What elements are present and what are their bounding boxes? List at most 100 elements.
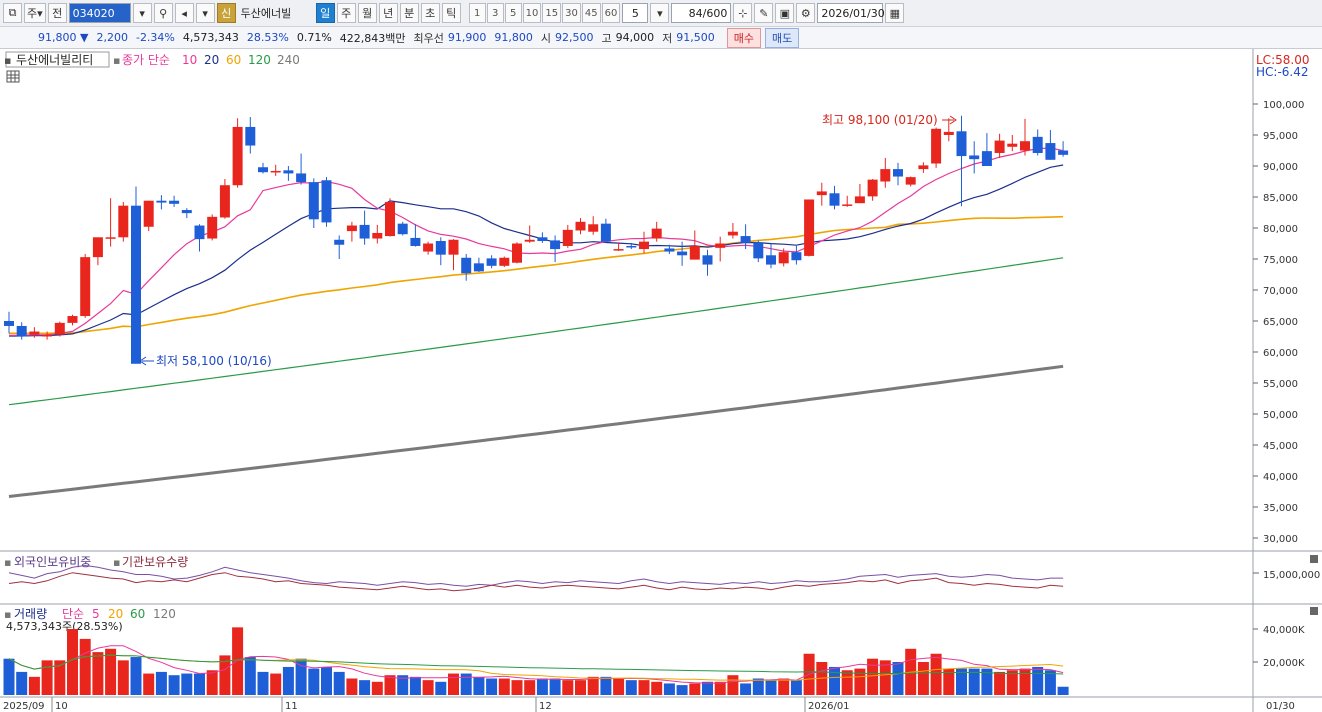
- table-icon[interactable]: [6, 70, 20, 83]
- volume-panel: ▪ 거래량 단순 5 20 60 120 4,573,343주(28.53%) …: [3, 607, 1318, 695]
- high-annotation: 최고 98,100 (01/20): [822, 113, 957, 127]
- price-chart[interactable]: ▪ 두산에너빌리티 ▪ 종가 단순 10 20 60 120 240 LC:58…: [0, 49, 1322, 712]
- period-tab-3[interactable]: 년: [378, 3, 398, 23]
- high-price: 94,000: [615, 31, 655, 44]
- window-icon[interactable]: ⧉: [3, 3, 22, 23]
- interval-dropdown-icon[interactable]: ▾: [650, 3, 670, 23]
- save-icon[interactable]: ▣: [775, 3, 795, 23]
- candle-body: [804, 199, 815, 256]
- speaker-dropdown-icon[interactable]: ▾: [195, 3, 215, 23]
- period-tab-1[interactable]: 주: [336, 3, 356, 23]
- period-tab-2[interactable]: 월: [357, 3, 377, 23]
- period-tab-5[interactable]: 초: [420, 3, 440, 23]
- candle-body: [600, 223, 611, 242]
- interval-buttons: 1 3 5 10 15 30 45 60: [468, 3, 621, 23]
- period-tab-4[interactable]: 분: [399, 3, 419, 23]
- volume-bar: [765, 680, 777, 695]
- candle-body: [156, 200, 167, 203]
- interval-input[interactable]: 5: [622, 3, 649, 23]
- lc-value: LC:58.00: [1256, 53, 1309, 67]
- sell-button[interactable]: 매도: [765, 27, 800, 48]
- search-icon[interactable]: ⚲: [153, 3, 173, 23]
- candle-body: [994, 140, 1005, 153]
- volume-collapse-icon[interactable]: [1310, 607, 1318, 615]
- volume-bar: [841, 670, 853, 695]
- period-tab-6[interactable]: 틱: [441, 3, 461, 23]
- period-tab-0[interactable]: 일: [315, 3, 335, 23]
- code-dropdown-icon[interactable]: ▾: [132, 3, 152, 23]
- volume-bar: [981, 668, 993, 695]
- y-tick-label: 100,000: [1263, 100, 1304, 111]
- gear-icon[interactable]: ⚙: [796, 3, 816, 23]
- volume-bar: [409, 676, 421, 695]
- stock-name: 두산에너빌: [240, 7, 292, 20]
- volume-bar: [92, 652, 104, 695]
- hc-value: HC:-6.42: [1256, 65, 1309, 79]
- candle-body: [588, 224, 599, 232]
- inst-marker: ▪: [113, 556, 120, 569]
- crosshair-icon[interactable]: ⊹: [733, 3, 753, 23]
- volume-bar: [867, 658, 879, 695]
- new-badge: 신: [216, 3, 236, 23]
- speaker-icon[interactable]: ◂: [174, 3, 194, 23]
- interval-button-4[interactable]: 15: [542, 3, 562, 23]
- interval-button-2[interactable]: 5: [504, 3, 522, 23]
- interval-button-0[interactable]: 1: [468, 3, 486, 23]
- interval-button-5[interactable]: 30: [562, 3, 581, 23]
- volume-bar: [384, 675, 396, 695]
- volume-bar: [854, 668, 866, 695]
- buy-button[interactable]: 매수: [726, 27, 762, 48]
- y-tick-label: 30,000: [1263, 534, 1298, 545]
- volume-ma120: 120: [153, 607, 176, 621]
- candle-body: [651, 228, 662, 239]
- x-label-jan: 2026/01: [808, 701, 850, 712]
- candle-body: [575, 221, 586, 231]
- volume-bar: [219, 655, 231, 695]
- y-tick-label: 75,000: [1263, 255, 1298, 266]
- low-arrow-icon: [139, 356, 154, 366]
- ma10-line: [9, 147, 1064, 336]
- draw-tool-icon[interactable]: ✎: [754, 3, 774, 23]
- candle-body: [905, 177, 916, 185]
- candle-body: [562, 229, 573, 246]
- candle-body: [486, 258, 497, 266]
- volume-bar: [295, 658, 307, 695]
- volume-ma20: 20: [108, 607, 123, 621]
- interval-button-7[interactable]: 60: [601, 3, 621, 23]
- candle-body: [435, 241, 446, 255]
- candle-body: [702, 255, 713, 265]
- panel-collapse-icon[interactable]: [1310, 555, 1318, 563]
- x-label-nov: 11: [285, 701, 298, 712]
- volume-bar: [282, 666, 294, 695]
- interval-button-1[interactable]: 3: [486, 3, 504, 23]
- low-annotation: 최저 58,100 (10/16): [139, 354, 272, 368]
- x-label-dec: 12: [539, 701, 552, 712]
- volume-bar: [575, 680, 586, 695]
- volume-bar: [511, 680, 523, 695]
- volume-bar: [308, 668, 320, 695]
- candle-body: [29, 331, 40, 335]
- volume-bar: [359, 680, 371, 695]
- prev-button[interactable]: 전: [47, 3, 67, 23]
- volume-bar: [930, 653, 942, 695]
- holding-panel: ▪ 외국인보유비중 ▪ 기관보유수량 15,000,000: [4, 555, 1320, 592]
- candle-body: [42, 334, 53, 337]
- candle-body: [143, 200, 154, 227]
- volume-bar: [651, 681, 663, 695]
- volume-bar: [1019, 668, 1031, 695]
- date-input[interactable]: 2026/01/30: [817, 3, 885, 23]
- count-input[interactable]: 84/600: [671, 3, 732, 23]
- interval-button-3[interactable]: 10: [522, 3, 542, 23]
- volume-bar: [714, 681, 726, 695]
- inst-hold-label: 기관보유수량: [122, 555, 188, 569]
- candle-body: [131, 205, 141, 364]
- candle-body: [956, 131, 967, 157]
- volume-bar: [600, 676, 612, 695]
- interval-button-6[interactable]: 45: [581, 3, 601, 23]
- mode-select[interactable]: 주 ▾: [24, 3, 46, 23]
- y-tick-label: 90,000: [1263, 162, 1298, 173]
- best-quote-label: 최우선: [413, 31, 444, 45]
- stock-code-input[interactable]: 034020: [68, 3, 131, 23]
- calendar-icon[interactable]: ▦: [885, 3, 905, 23]
- candle-body: [931, 128, 942, 164]
